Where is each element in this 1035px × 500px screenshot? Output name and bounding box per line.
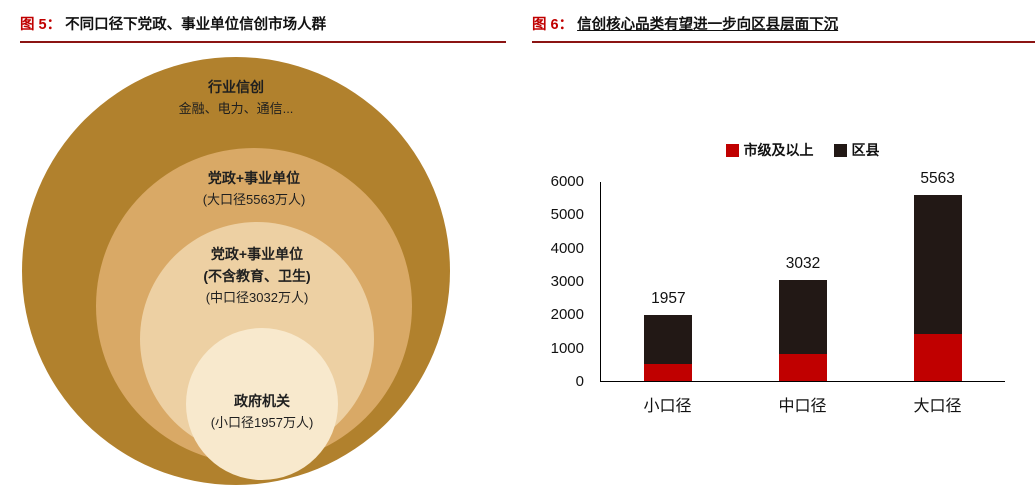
legend-label: 区县 [851, 142, 880, 158]
circle-label-party-gov-mid: 党政+事业单位 (不含教育、卫生) (中口径3032万人) [140, 243, 374, 309]
y-tick-label: 5000 [550, 206, 584, 224]
bar-segment-市级及以上 [913, 334, 962, 381]
legend-item-区县: 区县 [833, 140, 880, 160]
bar-segment-市级及以上 [644, 364, 693, 381]
legend-swatch-icon [833, 143, 847, 157]
x-axis-labels: 小口径 中口径 大口径 [600, 392, 1005, 416]
circle-label-gov-organs: 政府机关 (小口径1957万人) [186, 390, 338, 434]
x-axis-label-中口径: 中口径 [778, 398, 827, 415]
bar-plot: 1957 3032 5563 [600, 170, 1005, 382]
circle-subtitle: (大口径5563万人) [202, 192, 306, 207]
legend-item-市级及以上: 市级及以上 [725, 140, 814, 160]
bar-total-label: 5563 [920, 170, 955, 187]
bar-total-label: 3032 [785, 255, 821, 272]
y-tick-label: 1000 [550, 339, 584, 357]
bar-segment-市级及以上 [779, 354, 827, 381]
circle-label-industry: 行业信创 金融、电力、通信... [22, 76, 450, 120]
y-tick-label: 6000 [550, 173, 584, 190]
legend-label: 市级及以上 [743, 142, 814, 158]
y-tick-label: 3000 [550, 273, 584, 290]
y-axis-labels: 0 1000 2000 3000 4000 5000 6000 [530, 173, 592, 390]
figure-5-number-label: 图 5： [20, 17, 62, 33]
x-axis-label-小口径: 小口径 [643, 398, 692, 415]
circle-title: 党政+事业单位 [207, 170, 301, 186]
bar-segment-区县 [779, 280, 827, 354]
circle-title: 行业信创 [208, 79, 264, 95]
circle-gov-organs [186, 328, 338, 480]
circle-subtitle: (中口径3032万人) [205, 290, 309, 305]
circle-title: 党政+事业单位 [210, 246, 304, 262]
circle-subtitle: (小口径1957万人) [210, 415, 314, 430]
bar-group-小口径: 1957 [644, 290, 693, 381]
figure-6-number-label: 图 6： [532, 17, 574, 33]
figure-5-header: 图 5： 不同口径下党政、事业单位信创市场人群 [20, 13, 506, 43]
chart-legend: 市级及以上 区县 [600, 140, 1005, 160]
y-tick-label: 4000 [550, 239, 584, 257]
figure-6-header: 图 6： 信创核心品类有望进一步向区县层面下沉 [532, 13, 1035, 43]
bar-total-label: 1957 [651, 290, 686, 307]
x-axis-label-大口径: 大口径 [913, 398, 962, 415]
bar-segment-区县 [644, 315, 693, 364]
legend-swatch-icon [725, 143, 739, 157]
circle-title-line2: (不含教育、卫生) [203, 268, 311, 284]
y-tick-label: 2000 [550, 306, 584, 324]
figure-5-panel: 图 5： 不同口径下党政、事业单位信创市场人群 行业信创 金融、电力、通信... … [0, 0, 515, 500]
bar-segment-区县 [913, 195, 962, 334]
circle-title: 政府机关 [234, 393, 290, 409]
figure-6-panel: 图 6： 信创核心品类有望进一步向区县层面下沉 市级及以上 区县 0 1000 2000… [530, 0, 1035, 500]
bar-group-中口径: 3032 [779, 255, 827, 381]
y-tick-label: 0 [575, 373, 584, 390]
circle-subtitle: 金融、电力、通信... [178, 101, 294, 116]
figure-5-title: 不同口径下党政、事业单位信创市场人群 [65, 17, 327, 33]
bar-group-大口径: 5563 [913, 170, 962, 381]
figure-6-title: 信创核心品类有望进一步向区县层面下沉 [577, 17, 839, 33]
circle-label-party-gov-wide: 党政+事业单位 (大口径5563万人) [96, 167, 412, 211]
